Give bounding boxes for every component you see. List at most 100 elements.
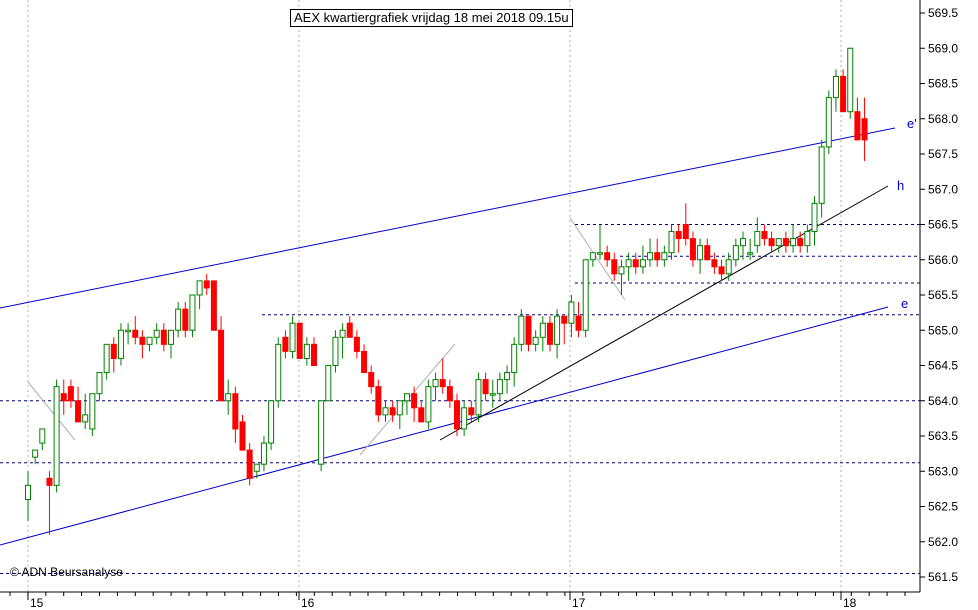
y-tick-label: 565.0 — [928, 323, 958, 337]
candle-body — [525, 315, 532, 345]
y-tick-label: 566.5 — [928, 218, 958, 232]
candle — [67, 379, 74, 408]
candle-body — [589, 252, 596, 261]
candle — [754, 217, 761, 253]
candle — [496, 372, 503, 401]
candle-body — [232, 393, 239, 430]
candle-body — [446, 386, 453, 402]
candle-body — [518, 315, 525, 345]
y-tick-label: 565.5 — [928, 288, 958, 302]
candle-body — [246, 449, 253, 479]
candle-body — [732, 245, 739, 261]
candle-body — [318, 400, 325, 465]
candle — [825, 90, 832, 154]
candle-body — [546, 322, 553, 345]
candle — [432, 372, 439, 401]
candle-body — [411, 393, 418, 409]
candle-body — [740, 238, 746, 247]
candle-body — [153, 329, 160, 338]
candle — [668, 224, 675, 260]
y-tick-label: 564.5 — [928, 359, 958, 373]
candle — [568, 295, 575, 338]
candle — [654, 238, 661, 267]
candle-body — [811, 202, 818, 233]
candle-body — [289, 322, 296, 352]
candle — [218, 316, 225, 402]
candle-body — [39, 428, 46, 444]
candle — [518, 309, 525, 352]
candle-body — [568, 301, 575, 324]
candle-body — [654, 252, 661, 261]
candle-body — [668, 231, 675, 254]
candle-body — [454, 400, 460, 430]
candle — [382, 400, 389, 422]
candle-body — [339, 329, 346, 338]
candle-body — [46, 477, 53, 486]
candle — [318, 400, 325, 472]
candle-body — [854, 111, 861, 141]
candle — [332, 330, 339, 373]
channel-line-1 — [27, 381, 76, 441]
candle-body — [353, 336, 360, 352]
candle-body — [554, 315, 561, 345]
x-day-label: 18 — [843, 596, 857, 610]
candle-body — [75, 400, 82, 423]
candle — [117, 323, 124, 366]
candle — [389, 400, 396, 422]
candle-body — [582, 259, 589, 331]
candle-body — [439, 379, 446, 388]
candle-body — [96, 372, 103, 395]
horizontal-levels — [0, 224, 920, 574]
candle-body — [117, 329, 124, 359]
candle-body — [239, 421, 246, 451]
candle-body — [311, 343, 317, 367]
candle-body — [482, 379, 489, 395]
candle-body — [832, 75, 839, 99]
candle — [32, 449, 39, 465]
candle-body — [146, 336, 153, 345]
candle — [625, 252, 632, 281]
y-tick-label: 561.5 — [928, 570, 958, 584]
candle — [182, 302, 189, 338]
chart-title: AEX kwartiergrafiek vrijdag 18 mei 2018 … — [290, 9, 573, 27]
candle-body — [611, 259, 618, 275]
candle — [246, 443, 253, 486]
candle — [289, 316, 296, 359]
candle-body — [711, 259, 718, 268]
candle-body — [361, 350, 368, 374]
y-tick-label: 567.0 — [928, 182, 958, 196]
candle-body — [103, 343, 110, 374]
candle — [275, 337, 282, 408]
candle-body — [682, 224, 689, 240]
candle-body — [539, 322, 546, 338]
candle-body — [747, 252, 754, 255]
candle-body — [418, 407, 425, 423]
candle-body — [110, 343, 117, 359]
candle-body — [32, 449, 39, 458]
trendline-e — [0, 306, 889, 546]
candle — [475, 372, 482, 422]
candle-body — [260, 442, 267, 465]
y-tick-label: 569.0 — [928, 41, 958, 55]
candle — [611, 252, 618, 281]
candle — [804, 224, 811, 253]
candle-body — [475, 379, 482, 416]
candle-body — [175, 308, 182, 331]
candle-body — [804, 231, 811, 247]
candle — [361, 344, 368, 374]
chart-credit: © ADN Beursanalyse — [10, 565, 123, 579]
candle-body — [168, 329, 174, 345]
candle-body — [132, 329, 139, 338]
candle — [732, 238, 739, 267]
candle — [782, 231, 789, 253]
candle — [210, 280, 217, 331]
candle-body — [225, 393, 232, 402]
candle-body — [382, 407, 389, 416]
candle-body — [332, 336, 339, 366]
candle — [840, 69, 847, 113]
candle-body — [496, 379, 503, 395]
candle-body — [511, 343, 518, 374]
candle — [96, 372, 103, 401]
candle — [239, 414, 246, 451]
candle — [597, 224, 603, 260]
